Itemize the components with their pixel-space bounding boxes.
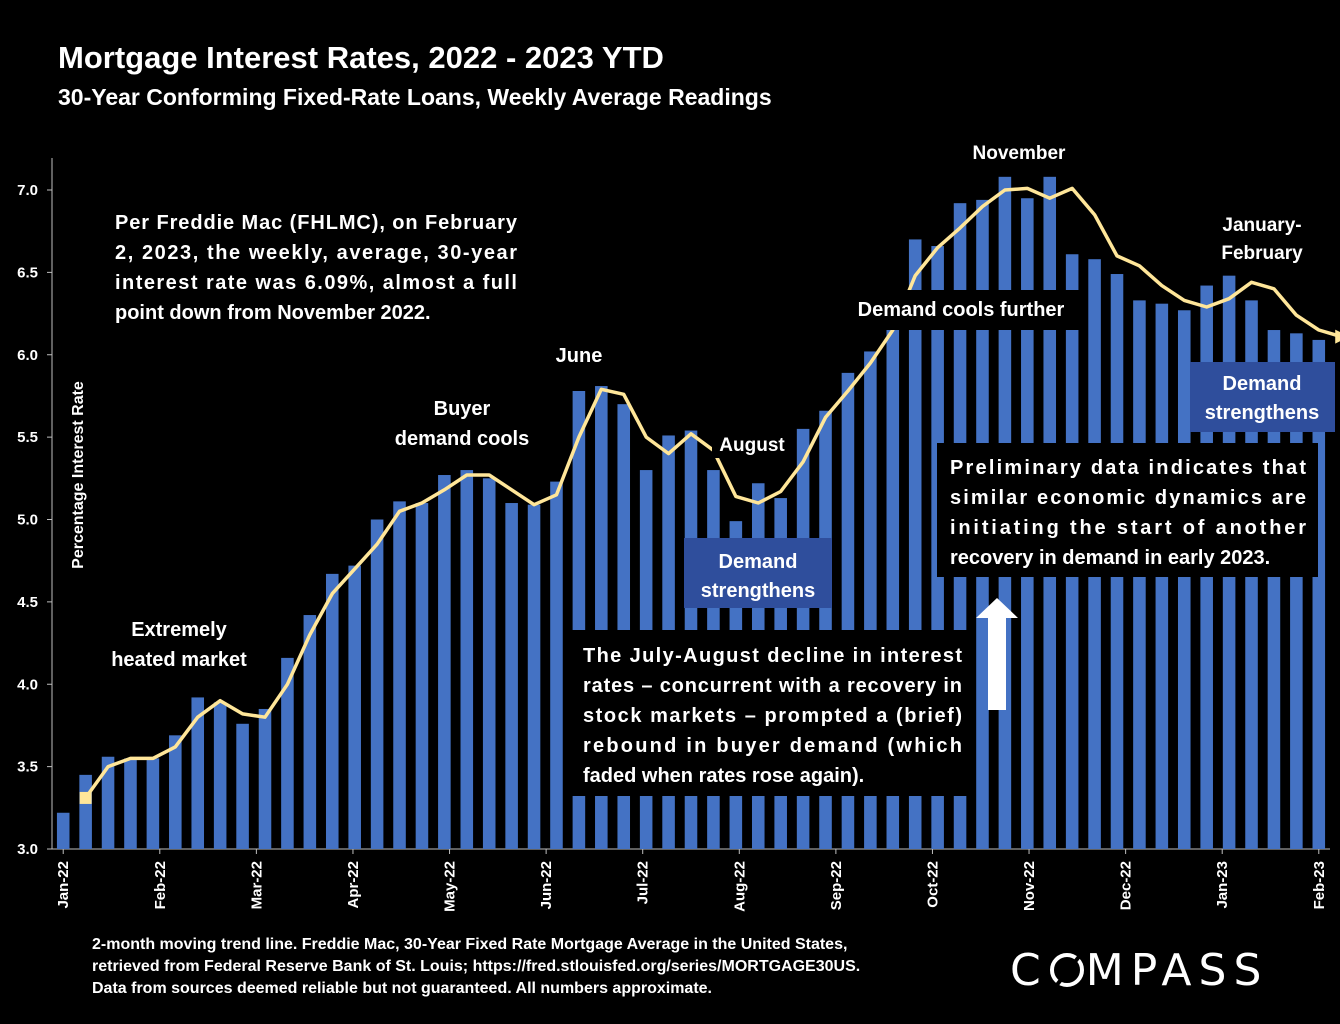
annotation-june: June — [556, 345, 603, 367]
bar — [1177, 310, 1191, 850]
y-tick-label: 6.5 — [17, 264, 38, 281]
bar — [146, 758, 160, 849]
x-tick-label: Jul-22 — [635, 861, 652, 904]
freddie-mac-note-line: point down from November 2022. — [115, 302, 431, 324]
july-august-note-line: The July-August decline in interest — [583, 645, 962, 667]
bar — [191, 697, 205, 849]
july-august-note-box — [570, 630, 970, 796]
july-august-note-line: stock markets – prompted a (brief) — [583, 705, 962, 727]
bar — [550, 481, 563, 849]
annotation-august: August — [719, 435, 785, 456]
chart-title: Mortgage Interest Rates, 2022 - 2023 YTD — [58, 40, 664, 75]
label-bg — [840, 290, 1088, 330]
chart-subtitle: 30-Year Conforming Fixed-Rate Loans, Wee… — [58, 84, 772, 110]
x-tick-label: Mar-22 — [248, 861, 265, 909]
label-bg — [1212, 210, 1312, 266]
annotation-demand-cools-further: Demand cools further — [858, 299, 1065, 321]
freddie-mac-note-line: 2, 2023, the weekly, average, 30-year — [115, 242, 517, 264]
y-tick-label: 4.5 — [17, 594, 38, 611]
bar — [505, 503, 518, 849]
source-footnote: 2-month moving trend line. Freddie Mac, … — [92, 934, 972, 1000]
y-tick-label: 5.0 — [17, 512, 38, 529]
bar — [101, 756, 115, 849]
x-tick-label: Aug-22 — [731, 861, 748, 912]
bar — [438, 475, 451, 849]
annotation-january-february: January- — [1222, 215, 1301, 236]
label-bg — [712, 428, 794, 458]
annotation-extremely-heated: Extremely — [131, 619, 227, 641]
annotation-buyer-demand-cools: demand cools — [395, 428, 529, 450]
x-tick-label: May-22 — [442, 861, 459, 912]
bar — [169, 735, 182, 849]
x-tick-label: Oct-22 — [924, 861, 941, 908]
bar — [527, 504, 541, 849]
july-august-note-line: rebound in buyer demand (which — [583, 735, 962, 757]
bar — [370, 519, 384, 849]
bar — [415, 503, 429, 849]
preliminary-note-box — [937, 443, 1318, 577]
label-bg — [384, 392, 540, 452]
logo-letters-mpass: MPASS — [1085, 945, 1269, 996]
y-tick-label: 3.5 — [17, 759, 38, 776]
label-bg — [96, 610, 262, 672]
y-tick-label: 6.0 — [17, 347, 38, 364]
logo-o-icon — [1049, 953, 1084, 987]
bar — [236, 723, 249, 849]
compass-logo: C MPASS — [1010, 945, 1268, 996]
demand-strengthens-box-jan — [1190, 362, 1335, 432]
up-arrow-icon — [976, 598, 1018, 710]
x-tick-label: Jan-22 — [55, 861, 72, 909]
bar — [303, 615, 317, 849]
y-axis-title: Percentage Interest Rate — [70, 381, 87, 569]
demand-strengthens-box-aug — [684, 538, 832, 608]
x-tick-label: Sep-22 — [828, 861, 845, 910]
july-august-note-line: rates – concurrent with a recovery in — [583, 675, 962, 697]
bar — [348, 565, 361, 849]
y-tick-label: 3.0 — [17, 841, 38, 858]
footnote-line-3: Data from sources deemed reliable but no… — [92, 980, 712, 997]
y-tick-label: 7.0 — [17, 182, 38, 199]
bar — [124, 758, 137, 849]
preliminary-note-line: Preliminary data indicates that — [950, 457, 1306, 479]
annotation-extremely-heated: heated market — [111, 649, 247, 671]
annotation-january-february: February — [1221, 243, 1303, 264]
annotation-demand-strengthens-jan: strengthens — [1205, 402, 1319, 424]
annotation-buyer-demand-cools: Buyer — [434, 398, 491, 420]
bar — [325, 573, 339, 849]
bar — [393, 501, 406, 849]
rate-chart: 3.0 3.5 4.0 4.5 5.0 5.5 6.0 6.5 7.0 Percentage In… — [17, 143, 1340, 912]
trend-arrowhead — [1335, 329, 1340, 344]
x-tick-label: Dec-22 — [1118, 861, 1135, 910]
y-tick-label: 5.5 — [17, 429, 38, 446]
preliminary-note-line: recovery in demand in early 2023. — [950, 547, 1270, 569]
annotation-demand-strengthens-aug: Demand — [719, 551, 798, 573]
x-tick-label: Apr-22 — [345, 861, 362, 909]
freddie-mac-note-box — [100, 198, 530, 330]
annotation-demand-strengthens-jan: Demand — [1223, 373, 1302, 395]
freddie-mac-note-line: Per Freddie Mac (FHLMC), on February — [115, 212, 518, 234]
x-tick-label: Nov-22 — [1021, 861, 1038, 911]
y-tick-label: 4.0 — [17, 676, 38, 693]
bar — [482, 478, 496, 849]
bar — [56, 812, 70, 849]
bar — [213, 702, 227, 849]
x-tick-label: Jun-22 — [538, 861, 555, 909]
bar — [281, 657, 294, 849]
footnote-line-2: retrieved from Federal Reserve Bank of S… — [92, 958, 861, 975]
footnote-line-1: 2-month moving trend line. Freddie Mac, … — [92, 936, 848, 953]
bar — [79, 774, 92, 849]
july-august-note-line: faded when rates rose again). — [583, 765, 864, 787]
preliminary-note-line: similar economic dynamics are — [950, 487, 1306, 509]
annotation-november: November — [973, 143, 1067, 164]
logo-letter-c: C — [1010, 945, 1048, 996]
x-tick-label: Feb-22 — [152, 861, 169, 909]
bar — [460, 470, 474, 849]
x-tick-label: Jan-23 — [1214, 861, 1231, 909]
bar — [258, 708, 272, 849]
x-tick-label: Feb-23 — [1311, 861, 1328, 909]
annotation-demand-strengthens-aug: strengthens — [701, 580, 815, 602]
trend-start-marker — [79, 791, 92, 804]
